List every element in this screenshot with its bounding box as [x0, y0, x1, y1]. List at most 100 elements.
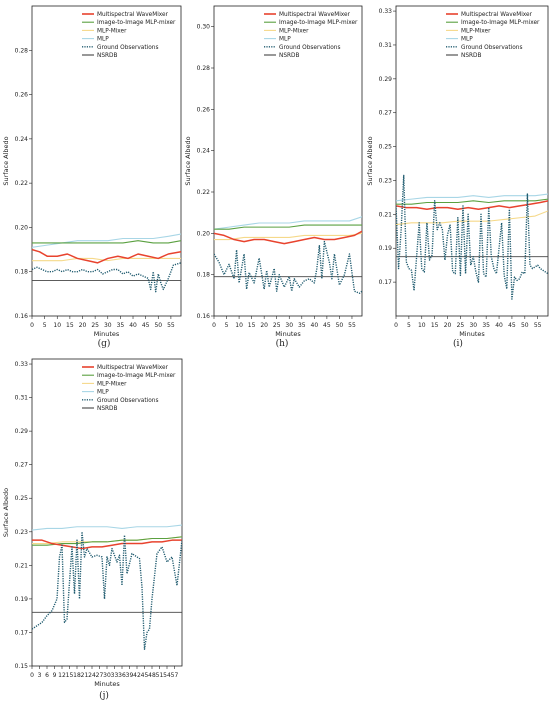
series-group: [32, 524, 182, 650]
legend-label: MLP: [461, 37, 473, 43]
x-tick-label: 33: [111, 672, 119, 679]
y-tick-label: 0.17: [15, 629, 29, 636]
x-tick-label: 45: [323, 322, 331, 329]
x-tick-label: 36: [118, 672, 126, 679]
x-tick-label: 55: [167, 322, 175, 329]
y-tick-label: 0.15: [15, 663, 29, 670]
x-tick-label: 6: [45, 672, 49, 679]
axes-frame: [31, 358, 183, 667]
series-line-image-to-image-mlp-mixer: [214, 224, 362, 230]
y-tick-label: 0.28: [15, 47, 29, 54]
x-tick-label: 5: [225, 322, 229, 329]
y-tick-label: 0.18: [15, 269, 29, 276]
x-tick-label: 30: [285, 322, 293, 329]
series-line-image-to-image-mlp-mixer: [396, 198, 548, 205]
y-tick-label: 0.25: [15, 495, 29, 502]
y-tick-label: 0.26: [197, 106, 211, 113]
x-tick-label: 20: [260, 322, 268, 329]
x-tick-label: 50: [336, 322, 344, 329]
x-tick-label: 35: [117, 322, 125, 329]
y-tick-label: 0.19: [379, 245, 393, 252]
x-tick-label: 15: [66, 672, 74, 679]
legend-label: MLP: [97, 37, 109, 43]
x-tick-label: 0: [30, 322, 34, 329]
chart-j-svg: 0 3 6 9 12 15 18 21 24 27 30 33 36 39 42 45 48 51 54 570.15…: [2, 358, 183, 688]
x-tick-label: 55: [534, 322, 542, 329]
legend-label: Multispectral WaveMixer: [97, 365, 169, 371]
legend-label: Ground Observations: [97, 45, 158, 51]
y-axis-label: Surface Albedo: [2, 136, 10, 185]
legend-label: Multispectral WaveMixer: [279, 12, 351, 18]
series-line-multispectral-wavemixer: [32, 248, 181, 264]
x-tick-label: 25: [91, 322, 99, 329]
y-tick-label: 0.19: [15, 596, 29, 603]
chart-h-svg: 0 5 10 15 20 25 30 35 40 45 50 55 0.16 0.18 0.20 0.22 0.…: [184, 5, 363, 338]
x-tick-label: 25: [457, 322, 465, 329]
legend-label: MLP-Mixer: [461, 28, 491, 34]
x-axis-label: Minutes: [94, 330, 120, 338]
x-tick-label: 39: [126, 672, 134, 679]
y-tick-label: 0.17: [379, 279, 393, 286]
x-axis-label: Minutes: [459, 330, 485, 338]
series-line-mlp: [214, 216, 362, 230]
series-line-multispectral-wavemixer: [396, 200, 548, 211]
y-tick-label: 0.22: [15, 180, 29, 187]
x-tick-label: 57: [171, 672, 179, 679]
y-tick-label: 0.26: [15, 92, 29, 99]
y-tick-label: 0.30: [197, 24, 211, 31]
series-group: [396, 174, 548, 300]
x-tick-label: 20: [79, 322, 87, 329]
legend-label: Image-to-Image MLP-mixer: [461, 20, 540, 26]
chart-panel-h: 0 5 10 15 20 25 30 35 40 45 50 55 0.16 0.18 0.20 0.22 0.…: [183, 0, 366, 353]
x-tick-label: 10: [53, 322, 61, 329]
x-tick-label: 35: [482, 322, 490, 329]
y-tick-label: 0.22: [197, 189, 211, 196]
x-tick-label: 10: [235, 322, 243, 329]
legend-label: Image-to-Image MLP-mixer: [97, 373, 176, 379]
y-tick-label: 0.31: [379, 42, 393, 49]
x-tick-label: 15: [66, 322, 74, 329]
y-tick-label: 0.20: [197, 230, 211, 237]
x-tick-label: 15: [248, 322, 256, 329]
x-tick-label: 40: [495, 322, 503, 329]
legend-label: MLP-Mixer: [97, 381, 127, 387]
panel-label-g: (g): [97, 339, 111, 349]
series-line-ground-observations: [396, 174, 548, 300]
axes-frame: [213, 5, 363, 317]
panel-label-j: (j): [99, 691, 109, 701]
y-axis-label: Surface Albedo: [184, 136, 192, 185]
chart-panel-i: 0 5 10 15 20 25 30 35 40 45 50 55 0.17 0.19 0.21 0.23 0.…: [366, 0, 550, 353]
series-line-multispectral-wavemixer: [32, 539, 182, 550]
series-line-mlp-mixer: [214, 232, 362, 241]
x-tick-label: 30: [103, 672, 111, 679]
x-tick-label: 21: [81, 672, 89, 679]
chart-panel-g: 0 5 10 15 20 25 30 35 40 45 50 55 0.16 0.18 0.20 0.22 0.…: [0, 0, 183, 353]
x-tick-label: 50: [521, 322, 529, 329]
x-axis-label: Minutes: [275, 330, 301, 338]
legend-label: NSRDB: [97, 406, 118, 412]
legend-label: Ground Observations: [97, 398, 158, 404]
series-line-ground-observations: [214, 240, 362, 294]
legend-label: NSRDB: [97, 53, 118, 59]
x-tick-label: 3: [38, 672, 42, 679]
x-tick-label: 10: [418, 322, 426, 329]
panel-label-h: (h): [275, 339, 289, 349]
x-axis-label: Minutes: [94, 680, 120, 688]
x-tick-label: 27: [96, 672, 104, 679]
x-tick-label: 0: [212, 322, 216, 329]
x-tick-label: 45: [142, 322, 150, 329]
series-line-mlp: [32, 524, 182, 531]
y-tick-label: 0.21: [379, 211, 393, 218]
y-tick-label: 0.24: [15, 136, 29, 143]
series-line-multispectral-wavemixer: [214, 230, 362, 245]
series-line-image-to-image-mlp-mixer: [32, 240, 181, 244]
y-tick-label: 0.33: [379, 8, 393, 15]
y-tick-label: 0.18: [197, 272, 211, 279]
x-tick-label: 40: [129, 322, 137, 329]
y-tick-label: 0.23: [15, 529, 29, 536]
x-tick-label: 15: [431, 322, 439, 329]
legend-label: Ground Observations: [279, 45, 340, 51]
y-tick-label: 0.29: [379, 76, 393, 83]
axes-frame: [31, 5, 182, 317]
x-tick-label: 40: [311, 322, 319, 329]
